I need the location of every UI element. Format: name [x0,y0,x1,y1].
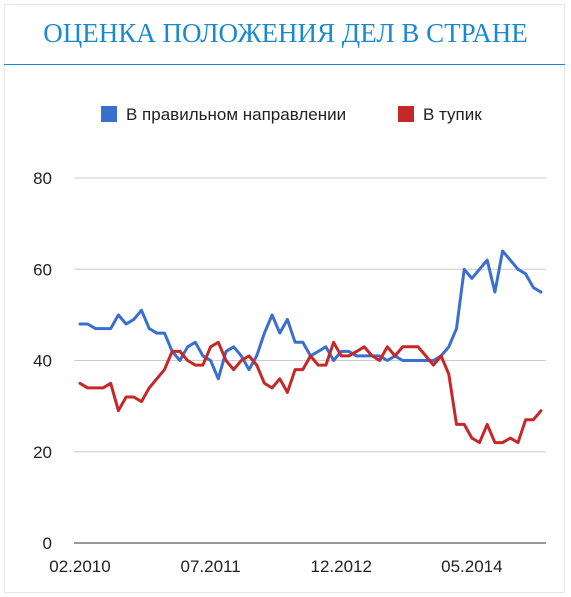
y-axis-ticks: 0 20 40 60 80 [33,169,52,553]
y-tick-label: 0 [43,534,52,553]
y-tick-label: 80 [33,169,52,188]
title-divider [4,64,565,65]
legend-swatch-0 [101,106,117,122]
legend[interactable]: В правильном направлении В тупик [101,105,482,124]
y-tick-label: 60 [33,260,52,279]
series-lines [78,249,543,445]
legend-label-0[interactable]: В правильном направлении [126,105,346,124]
series-line-1 [78,340,543,445]
y-tick-label: 20 [33,443,52,462]
x-tick-label: 07.2011 [181,557,241,576]
x-tick-label: 02.2010 [49,557,110,576]
legend-swatch-1 [398,106,414,122]
legend-label-1[interactable]: В тупик [423,105,482,124]
gridlines [74,177,546,544]
chart-frame [4,4,565,593]
x-tick-label: 05.2014 [441,557,502,576]
series-line-0 [78,249,543,381]
y-tick-label: 40 [33,352,52,371]
x-tick-label: 12.2012 [311,557,372,576]
x-axis-ticks: 02.2010 07.2011 12.2012 05.2014 [49,557,502,576]
chart-title: ОЦЕНКА ПОЛОЖЕНИЯ ДЕЛ В СТРАНЕ [43,18,528,48]
